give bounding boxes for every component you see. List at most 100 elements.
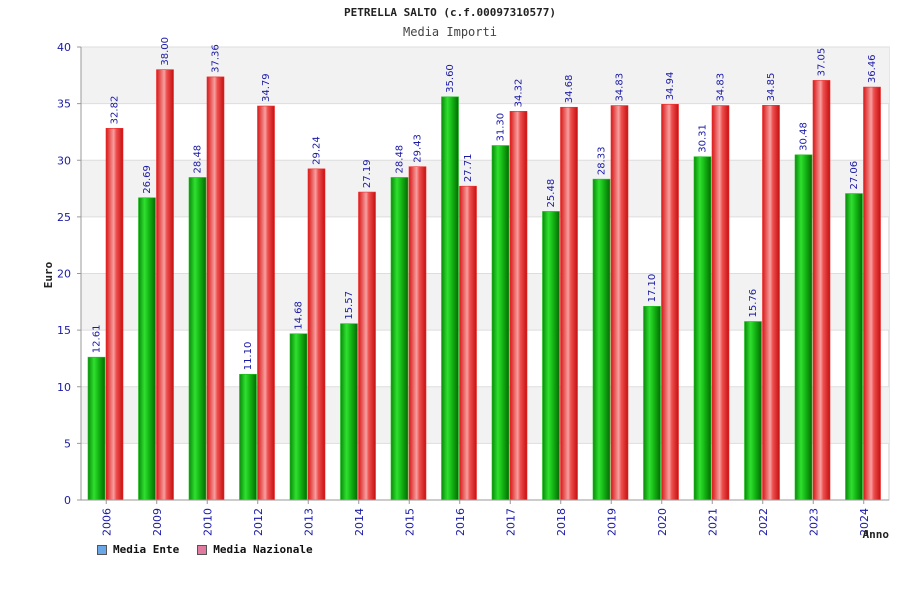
legend-label-nazionale: Media Nazionale xyxy=(213,543,313,556)
x-tick-label: 2016 xyxy=(454,508,467,536)
data-label-nazionale-2016: 27.71 xyxy=(463,154,474,183)
bar-ente-2010 xyxy=(188,177,207,501)
x-tick-label: 2018 xyxy=(555,508,568,536)
data-label-nazionale-2020: 34.94 xyxy=(665,72,676,101)
data-label-ente-2020: 17.10 xyxy=(647,274,658,303)
data-label-ente-2015: 28.48 xyxy=(395,145,406,174)
x-tick-label: 2022 xyxy=(757,508,770,536)
x-tick-label: 2015 xyxy=(403,508,416,536)
y-tick-label: 0 xyxy=(64,494,71,507)
bar-nazionale-2016 xyxy=(459,185,477,501)
legend-label-ente: Media Ente xyxy=(113,543,180,556)
x-axis-label: Anno xyxy=(863,528,890,541)
bar-ente-2023 xyxy=(794,154,813,501)
bar-nazionale-2019 xyxy=(610,105,629,501)
bar-nazionale-2020 xyxy=(661,104,679,501)
legend-swatch-ente xyxy=(97,544,107,555)
bar-nazionale-2012 xyxy=(257,105,275,501)
legend-swatch-nazionale xyxy=(197,544,208,555)
y-tick-label: 10 xyxy=(57,381,71,394)
bar-nazionale-2018 xyxy=(560,106,578,501)
bar-nazionale-2010 xyxy=(206,76,225,501)
legend-item-ente: Media Ente xyxy=(97,543,179,556)
data-label-ente-2024: 27.06 xyxy=(849,161,860,190)
data-label-ente-2021: 30.31 xyxy=(698,124,709,153)
chart-title: PETRELLA SALTO (c.f.00097310577) xyxy=(344,6,556,19)
data-label-ente-2006: 12.61 xyxy=(92,325,103,354)
y-tick-label: 15 xyxy=(57,324,71,337)
chart-subtitle: Media Importi xyxy=(403,25,497,39)
bar-ente-2020 xyxy=(643,306,661,501)
data-label-nazionale-2022: 34.85 xyxy=(766,73,777,102)
x-tick-label: 2010 xyxy=(201,508,214,536)
data-label-nazionale-2019: 34.83 xyxy=(615,73,626,102)
legend: Media Ente Media Nazionale xyxy=(97,543,313,556)
bar-ente-2021 xyxy=(693,156,712,501)
data-label-nazionale-2010: 37.36 xyxy=(211,44,222,73)
x-tick-label: 2012 xyxy=(252,508,265,536)
bar-nazionale-2006 xyxy=(105,128,124,501)
x-tick-label: 2014 xyxy=(353,508,366,536)
data-label-nazionale-2024: 36.46 xyxy=(867,54,878,83)
data-label-nazionale-2013: 29.24 xyxy=(312,136,323,165)
data-label-ente-2019: 28.33 xyxy=(597,147,608,176)
data-label-ente-2013: 14.68 xyxy=(294,301,305,330)
x-tick-label: 2024 xyxy=(858,508,871,536)
data-label-ente-2023: 30.48 xyxy=(799,122,810,151)
y-tick-label: 5 xyxy=(64,437,71,450)
bar-nazionale-2024 xyxy=(863,86,881,501)
bar-ente-2017 xyxy=(491,145,510,501)
legend-item-nazionale: Media Nazionale xyxy=(197,543,313,556)
x-tick-label: 2009 xyxy=(151,508,164,536)
data-label-nazionale-2018: 34.68 xyxy=(564,75,575,104)
data-label-ente-2012: 11.10 xyxy=(243,342,254,371)
data-label-ente-2022: 15.76 xyxy=(748,289,759,318)
data-label-ente-2018: 25.48 xyxy=(546,179,557,208)
bar-nazionale-2014 xyxy=(358,191,376,501)
data-label-ente-2009: 26.69 xyxy=(142,165,153,194)
bar-nazionale-2013 xyxy=(307,168,326,501)
data-label-nazionale-2009: 38.00 xyxy=(160,37,171,66)
x-tick-label: 2019 xyxy=(605,508,618,536)
y-tick-label: 25 xyxy=(57,211,71,224)
bar-nazionale-2023 xyxy=(812,80,831,501)
bar-ente-2012 xyxy=(239,373,257,501)
x-tick-label: 2006 xyxy=(100,508,113,536)
y-tick-label: 20 xyxy=(57,268,71,281)
bar-ente-2009 xyxy=(138,197,156,501)
y-axis-label: Euro xyxy=(42,261,55,288)
x-tick-label: 2020 xyxy=(656,508,669,536)
x-tick-label: 2021 xyxy=(706,508,719,536)
bar-nazionale-2009 xyxy=(156,69,174,501)
data-label-ente-2010: 28.48 xyxy=(193,145,204,174)
bar-ente-2015 xyxy=(390,177,409,501)
data-label-ente-2016: 35.60 xyxy=(445,64,456,93)
data-label-ente-2017: 31.30 xyxy=(496,113,507,142)
bar-ente-2006 xyxy=(87,356,106,501)
x-tick-label: 2023 xyxy=(807,508,820,536)
data-label-ente-2014: 15.57 xyxy=(344,291,355,320)
data-label-nazionale-2023: 37.05 xyxy=(817,48,828,77)
bar-ente-2019 xyxy=(592,178,611,501)
y-tick-label: 30 xyxy=(57,154,71,167)
data-label-nazionale-2017: 34.32 xyxy=(514,79,525,108)
bar-nazionale-2021 xyxy=(711,105,730,501)
x-tick-label: 2017 xyxy=(504,508,517,536)
x-tick-label: 2013 xyxy=(302,508,315,536)
bar-ente-2013 xyxy=(289,333,308,501)
bar-ente-2016 xyxy=(441,96,459,501)
bar-nazionale-2022 xyxy=(762,105,780,501)
data-label-nazionale-2015: 29.43 xyxy=(413,134,424,163)
bar-ente-2018 xyxy=(542,211,560,501)
y-tick-label: 35 xyxy=(57,98,71,111)
bar-ente-2024 xyxy=(845,193,863,501)
data-label-nazionale-2021: 34.83 xyxy=(716,73,727,102)
y-tick-label: 40 xyxy=(57,41,71,54)
data-label-nazionale-2014: 27.19 xyxy=(362,159,373,188)
data-label-nazionale-2006: 32.82 xyxy=(110,96,121,125)
bar-ente-2022 xyxy=(744,321,762,501)
data-label-nazionale-2012: 34.79 xyxy=(261,73,272,102)
bar-nazionale-2017 xyxy=(509,111,528,501)
bar-nazionale-2015 xyxy=(408,166,427,501)
bar-ente-2014 xyxy=(340,323,358,501)
